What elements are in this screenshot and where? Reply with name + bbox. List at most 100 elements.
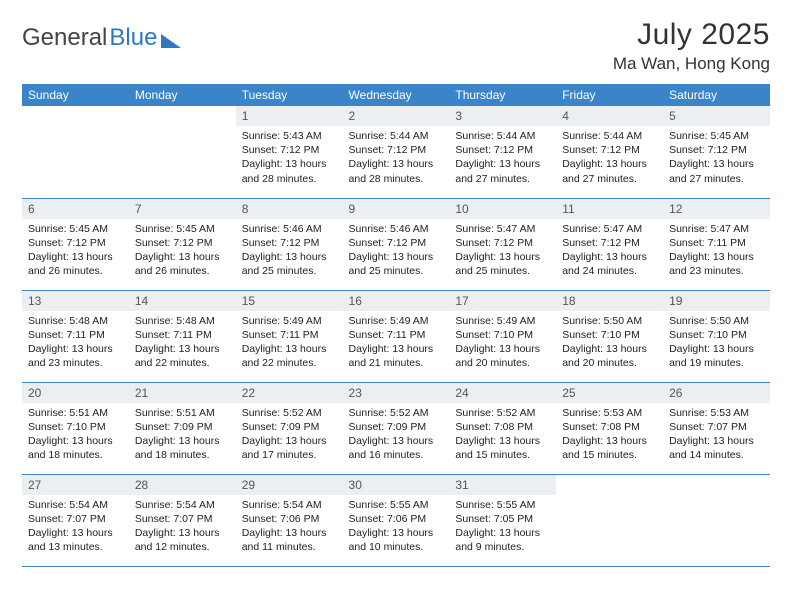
- calendar-cell-empty: [22, 106, 129, 198]
- sunset-line: Sunset: 7:08 PM: [562, 420, 657, 434]
- sunset-line: Sunset: 7:08 PM: [455, 420, 550, 434]
- day-number: 28: [129, 475, 236, 495]
- sunrise-line: Sunrise: 5:48 AM: [135, 314, 230, 328]
- day-number: 20: [22, 383, 129, 403]
- header: GeneralBlue July 2025 Ma Wan, Hong Kong: [22, 18, 770, 74]
- day-number: 3: [449, 106, 556, 126]
- calendar-week-row: 20Sunrise: 5:51 AMSunset: 7:10 PMDayligh…: [22, 382, 770, 474]
- calendar-cell: 2Sunrise: 5:44 AMSunset: 7:12 PMDaylight…: [343, 106, 450, 198]
- calendar-cell: 7Sunrise: 5:45 AMSunset: 7:12 PMDaylight…: [129, 198, 236, 290]
- day-details: Sunrise: 5:47 AMSunset: 7:12 PMDaylight:…: [556, 219, 663, 283]
- daylight-line: Daylight: 13 hours and 22 minutes.: [242, 342, 337, 370]
- sunrise-line: Sunrise: 5:54 AM: [135, 498, 230, 512]
- calendar-cell: 27Sunrise: 5:54 AMSunset: 7:07 PMDayligh…: [22, 474, 129, 566]
- sunrise-line: Sunrise: 5:54 AM: [28, 498, 123, 512]
- calendar-cell: 8Sunrise: 5:46 AMSunset: 7:12 PMDaylight…: [236, 198, 343, 290]
- sunset-line: Sunset: 7:11 PM: [135, 328, 230, 342]
- calendar-cell: 1Sunrise: 5:43 AMSunset: 7:12 PMDaylight…: [236, 106, 343, 198]
- day-details: Sunrise: 5:52 AMSunset: 7:08 PMDaylight:…: [449, 403, 556, 467]
- sunrise-line: Sunrise: 5:46 AM: [349, 222, 444, 236]
- daylight-line: Daylight: 13 hours and 21 minutes.: [349, 342, 444, 370]
- daylight-line: Daylight: 13 hours and 25 minutes.: [349, 250, 444, 278]
- daylight-line: Daylight: 13 hours and 16 minutes.: [349, 434, 444, 462]
- sunrise-line: Sunrise: 5:44 AM: [455, 129, 550, 143]
- daylight-line: Daylight: 13 hours and 15 minutes.: [455, 434, 550, 462]
- sunrise-line: Sunrise: 5:53 AM: [669, 406, 764, 420]
- calendar-cell: 15Sunrise: 5:49 AMSunset: 7:11 PMDayligh…: [236, 290, 343, 382]
- daylight-line: Daylight: 13 hours and 23 minutes.: [669, 250, 764, 278]
- day-number: 1: [236, 106, 343, 126]
- day-number: 11: [556, 199, 663, 219]
- sunrise-line: Sunrise: 5:50 AM: [562, 314, 657, 328]
- day-details: Sunrise: 5:53 AMSunset: 7:08 PMDaylight:…: [556, 403, 663, 467]
- sunset-line: Sunset: 7:10 PM: [455, 328, 550, 342]
- logo-text-2: Blue: [109, 24, 157, 52]
- sunrise-line: Sunrise: 5:51 AM: [28, 406, 123, 420]
- sunset-line: Sunset: 7:12 PM: [455, 236, 550, 250]
- day-details: Sunrise: 5:43 AMSunset: 7:12 PMDaylight:…: [236, 126, 343, 190]
- sunset-line: Sunset: 7:06 PM: [349, 512, 444, 526]
- calendar-cell: 19Sunrise: 5:50 AMSunset: 7:10 PMDayligh…: [663, 290, 770, 382]
- weekday-header: Sunday: [22, 84, 129, 106]
- sunset-line: Sunset: 7:11 PM: [669, 236, 764, 250]
- daylight-line: Daylight: 13 hours and 11 minutes.: [242, 526, 337, 554]
- sunrise-line: Sunrise: 5:52 AM: [349, 406, 444, 420]
- sunset-line: Sunset: 7:09 PM: [242, 420, 337, 434]
- day-details: Sunrise: 5:53 AMSunset: 7:07 PMDaylight:…: [663, 403, 770, 467]
- day-details: Sunrise: 5:44 AMSunset: 7:12 PMDaylight:…: [449, 126, 556, 190]
- calendar-table: SundayMondayTuesdayWednesdayThursdayFrid…: [22, 84, 770, 567]
- calendar-cell: 30Sunrise: 5:55 AMSunset: 7:06 PMDayligh…: [343, 474, 450, 566]
- day-details: Sunrise: 5:45 AMSunset: 7:12 PMDaylight:…: [129, 219, 236, 283]
- day-details: Sunrise: 5:49 AMSunset: 7:11 PMDaylight:…: [236, 311, 343, 375]
- daylight-line: Daylight: 13 hours and 9 minutes.: [455, 526, 550, 554]
- page-title: July 2025: [613, 18, 770, 52]
- sunset-line: Sunset: 7:12 PM: [562, 143, 657, 157]
- sunset-line: Sunset: 7:09 PM: [135, 420, 230, 434]
- daylight-line: Daylight: 13 hours and 24 minutes.: [562, 250, 657, 278]
- weekday-header: Wednesday: [343, 84, 450, 106]
- sunset-line: Sunset: 7:11 PM: [28, 328, 123, 342]
- day-details: Sunrise: 5:50 AMSunset: 7:10 PMDaylight:…: [663, 311, 770, 375]
- daylight-line: Daylight: 13 hours and 13 minutes.: [28, 526, 123, 554]
- day-number: 23: [343, 383, 450, 403]
- calendar-cell: 4Sunrise: 5:44 AMSunset: 7:12 PMDaylight…: [556, 106, 663, 198]
- day-details: Sunrise: 5:54 AMSunset: 7:06 PMDaylight:…: [236, 495, 343, 559]
- calendar-cell: 28Sunrise: 5:54 AMSunset: 7:07 PMDayligh…: [129, 474, 236, 566]
- weekday-header: Friday: [556, 84, 663, 106]
- calendar-body: 1Sunrise: 5:43 AMSunset: 7:12 PMDaylight…: [22, 106, 770, 566]
- day-number: 2: [343, 106, 450, 126]
- sunrise-line: Sunrise: 5:50 AM: [669, 314, 764, 328]
- sunset-line: Sunset: 7:05 PM: [455, 512, 550, 526]
- calendar-cell: 12Sunrise: 5:47 AMSunset: 7:11 PMDayligh…: [663, 198, 770, 290]
- calendar-cell-empty: [129, 106, 236, 198]
- sunset-line: Sunset: 7:11 PM: [349, 328, 444, 342]
- day-details: Sunrise: 5:54 AMSunset: 7:07 PMDaylight:…: [22, 495, 129, 559]
- sunset-line: Sunset: 7:12 PM: [135, 236, 230, 250]
- daylight-line: Daylight: 13 hours and 23 minutes.: [28, 342, 123, 370]
- sunset-line: Sunset: 7:07 PM: [28, 512, 123, 526]
- daylight-line: Daylight: 13 hours and 27 minutes.: [455, 157, 550, 185]
- weekday-header: Monday: [129, 84, 236, 106]
- calendar-week-row: 1Sunrise: 5:43 AMSunset: 7:12 PMDaylight…: [22, 106, 770, 198]
- day-details: Sunrise: 5:51 AMSunset: 7:10 PMDaylight:…: [22, 403, 129, 467]
- day-details: Sunrise: 5:51 AMSunset: 7:09 PMDaylight:…: [129, 403, 236, 467]
- day-number: 15: [236, 291, 343, 311]
- daylight-line: Daylight: 13 hours and 18 minutes.: [135, 434, 230, 462]
- day-number: 29: [236, 475, 343, 495]
- calendar-week-row: 13Sunrise: 5:48 AMSunset: 7:11 PMDayligh…: [22, 290, 770, 382]
- day-number: 24: [449, 383, 556, 403]
- daylight-line: Daylight: 13 hours and 27 minutes.: [562, 157, 657, 185]
- day-number: 8: [236, 199, 343, 219]
- sunrise-line: Sunrise: 5:49 AM: [349, 314, 444, 328]
- sunset-line: Sunset: 7:12 PM: [242, 236, 337, 250]
- weekday-header: Thursday: [449, 84, 556, 106]
- sunrise-line: Sunrise: 5:45 AM: [669, 129, 764, 143]
- calendar-cell: 17Sunrise: 5:49 AMSunset: 7:10 PMDayligh…: [449, 290, 556, 382]
- calendar-cell: 25Sunrise: 5:53 AMSunset: 7:08 PMDayligh…: [556, 382, 663, 474]
- day-details: Sunrise: 5:44 AMSunset: 7:12 PMDaylight:…: [556, 126, 663, 190]
- day-details: Sunrise: 5:48 AMSunset: 7:11 PMDaylight:…: [129, 311, 236, 375]
- sunrise-line: Sunrise: 5:47 AM: [562, 222, 657, 236]
- sunrise-line: Sunrise: 5:48 AM: [28, 314, 123, 328]
- logo: GeneralBlue: [22, 18, 181, 52]
- sunrise-line: Sunrise: 5:49 AM: [242, 314, 337, 328]
